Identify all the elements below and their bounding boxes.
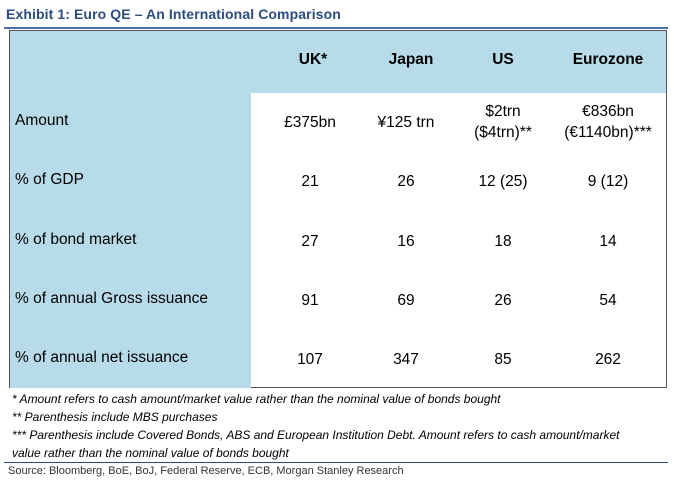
table-cell: 107: [297, 351, 323, 368]
table-cell: €836bn: [582, 103, 634, 120]
footnote: value rather than the nominal value of b…: [12, 446, 289, 460]
column-header-eurozone: Eurozone: [572, 51, 644, 68]
table-cell: 262: [595, 351, 621, 368]
row-label-gross-issuance: % of annual Gross issuance: [15, 290, 208, 307]
row-label-amount: Amount: [15, 112, 69, 129]
table-cell: 27: [301, 233, 319, 250]
table-cell: 91: [301, 292, 319, 309]
table-cell: (€1140bn)***: [564, 124, 652, 141]
table-cell: 12 (25): [478, 173, 528, 190]
table-cell: $2trn: [485, 103, 521, 120]
table-cell: 9 (12): [587, 173, 629, 190]
source-line: Source: Bloomberg, BoE, BoJ, Federal Res…: [8, 465, 404, 477]
column-header-japan: Japan: [388, 51, 434, 68]
table-cell: 18: [494, 233, 512, 250]
source-rule: [4, 462, 668, 463]
table-cell: 14: [599, 233, 617, 250]
footnote: ** Parenthesis include MBS purchases: [12, 410, 218, 424]
row-label-gdp: % of GDP: [15, 171, 84, 188]
table-cell: £375bn: [284, 114, 336, 131]
header-band: [10, 31, 666, 93]
table-cell: 347: [393, 351, 419, 368]
table-cell: 21: [301, 173, 319, 190]
comparison-table: UK* Japan US Eurozone Amount £375bn ¥125…: [9, 30, 667, 388]
row-label-net-issuance: % of annual net issuance: [15, 349, 189, 366]
title-rule: [4, 27, 668, 29]
column-header-uk: UK*: [298, 51, 328, 68]
exhibit-title: Exhibit 1: Euro QE – An International Co…: [6, 6, 341, 22]
table-cell: 69: [397, 292, 415, 309]
table-cell: 85: [494, 351, 512, 368]
footnotes: * Amount refers to cash amount/market va…: [12, 390, 662, 462]
column-header-us: US: [492, 51, 514, 68]
row-label-bond-market: % of bond market: [15, 231, 137, 248]
footnote: * Amount refers to cash amount/market va…: [12, 392, 501, 406]
row-label-band: [10, 93, 251, 388]
footnote: *** Parenthesis include Covered Bonds, A…: [12, 428, 620, 442]
table-cell: 16: [397, 233, 415, 250]
table-cell: ¥125 trn: [377, 114, 435, 131]
table-cell: 26: [397, 173, 415, 190]
table-cell: 54: [599, 292, 617, 309]
table-cell: 26: [494, 292, 512, 309]
table-cell: ($4trn)**: [474, 124, 532, 141]
